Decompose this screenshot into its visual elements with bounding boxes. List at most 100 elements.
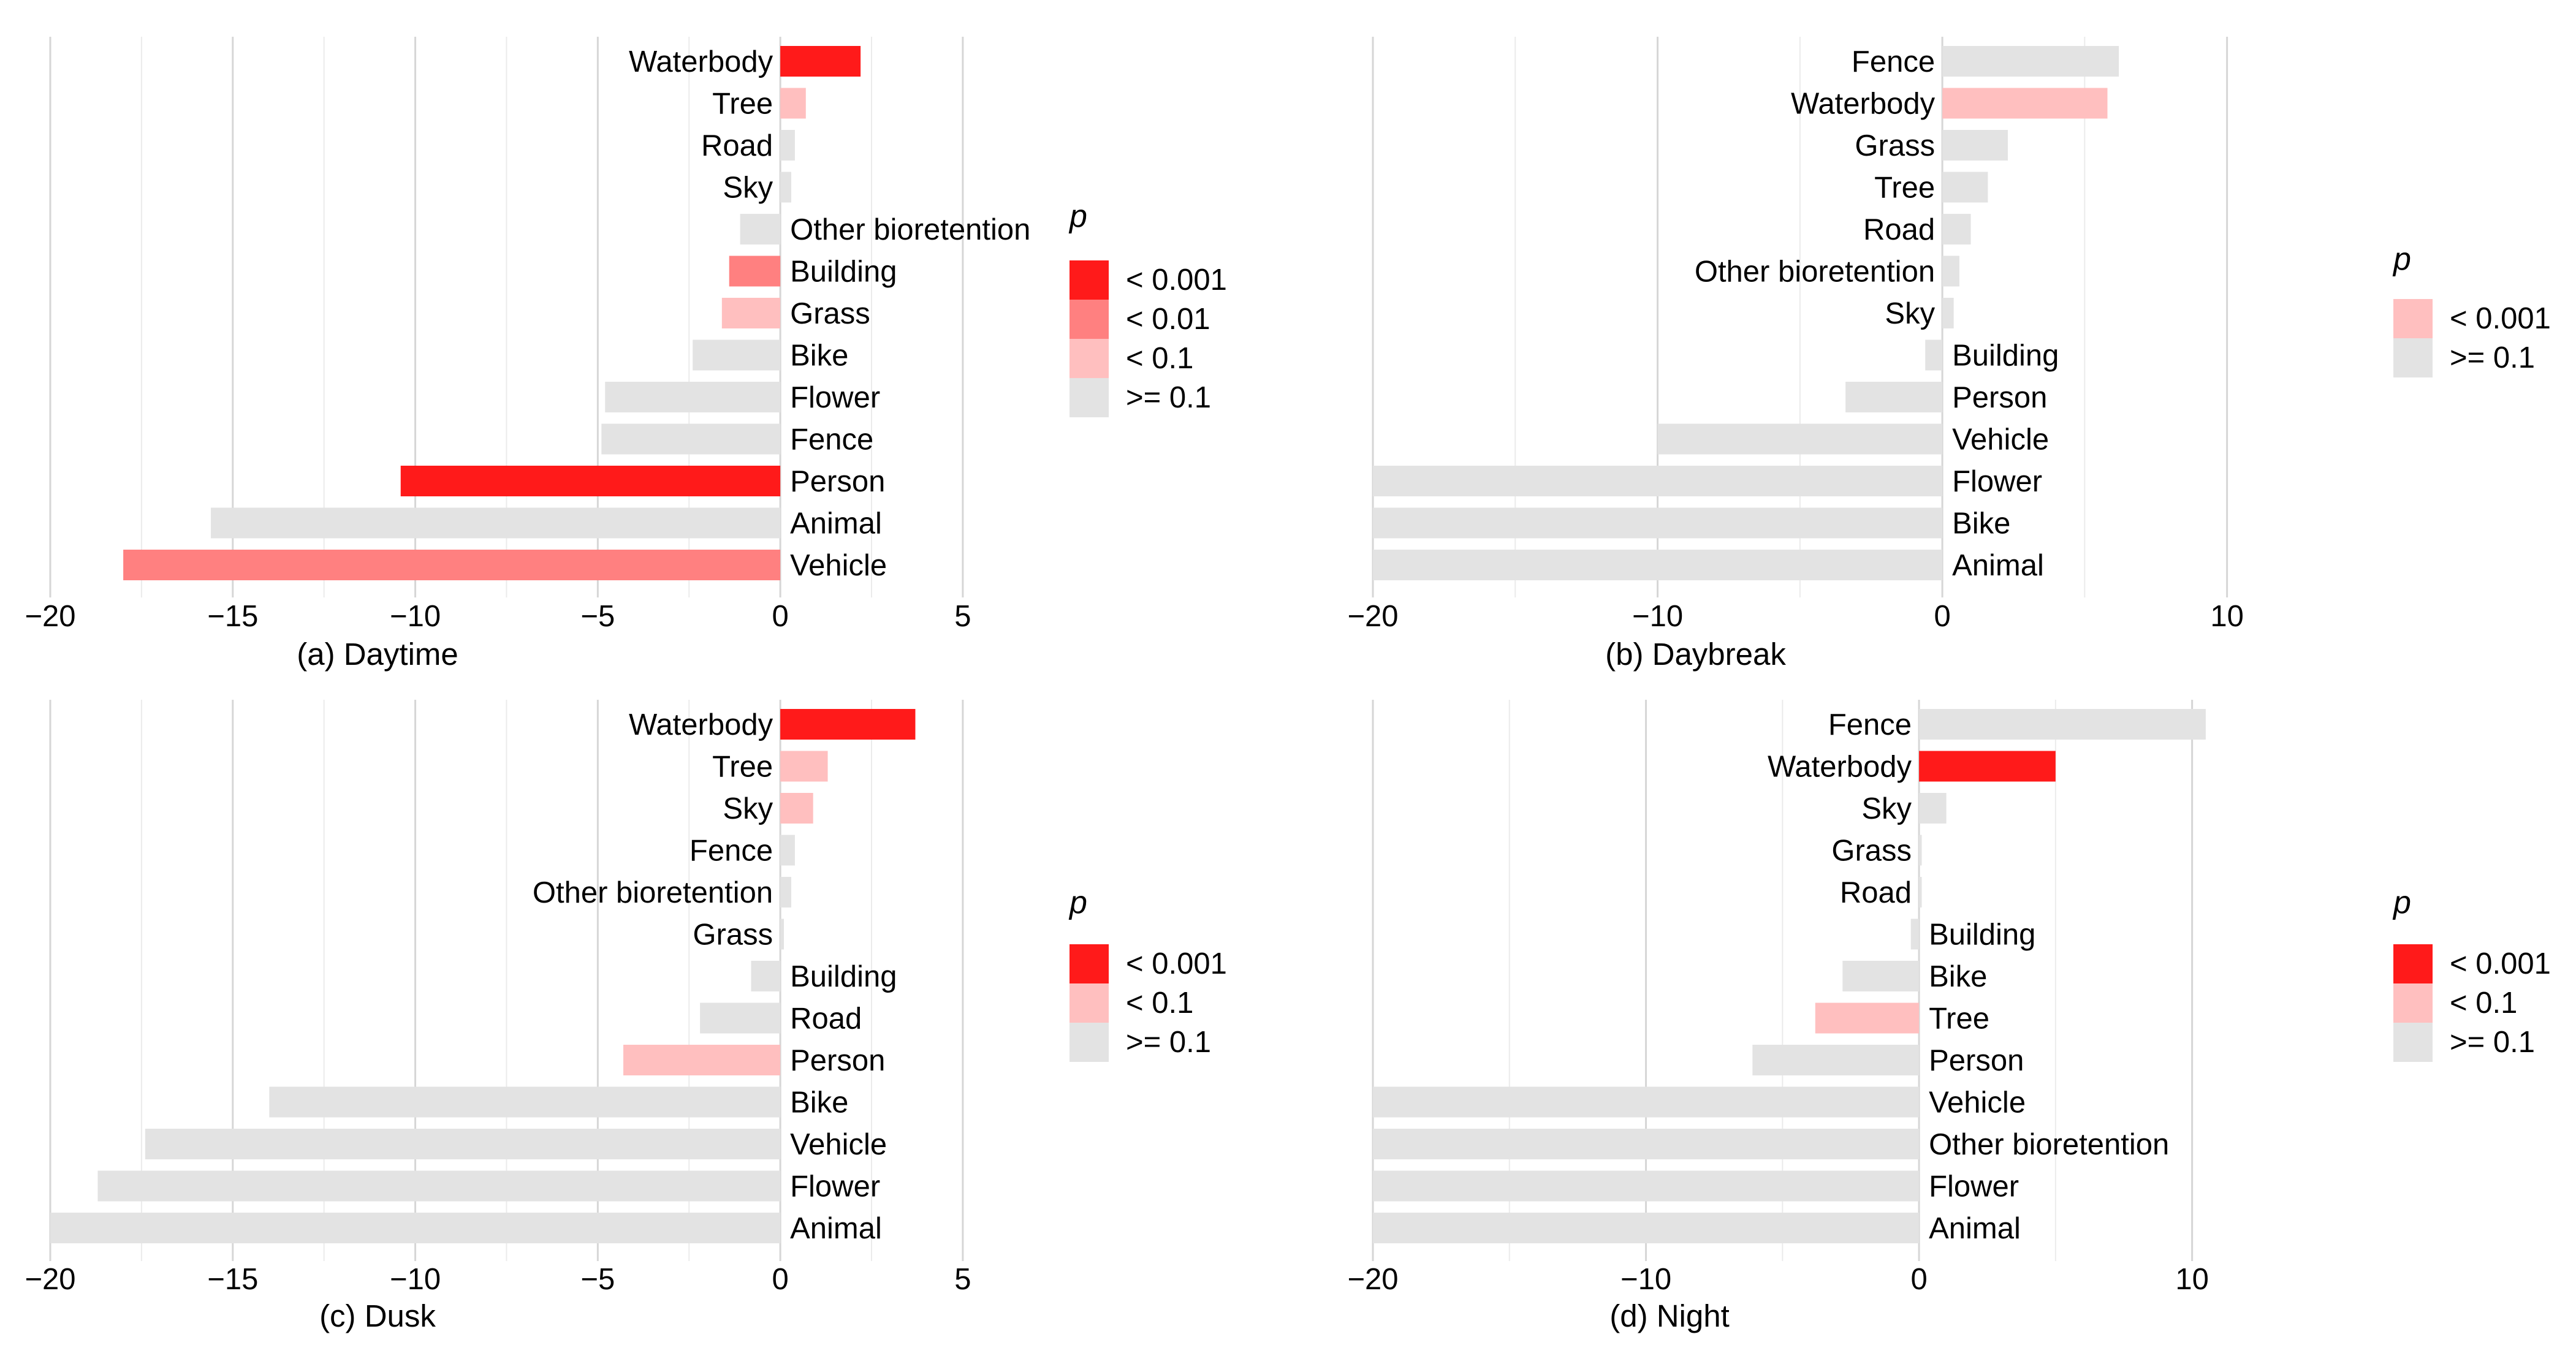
category-label: Building	[1952, 339, 2059, 373]
category-label: Grass	[693, 919, 773, 952]
bar-other-bioretention	[1942, 256, 1959, 287]
x-tick-label: −15	[207, 1263, 258, 1296]
bar-fence	[1919, 709, 2206, 740]
bar-tree	[1815, 1002, 1920, 1034]
legend-label: < 0.001	[1126, 947, 1227, 980]
category-label: Fence	[690, 835, 773, 868]
bar-flower	[97, 1170, 781, 1202]
category-label: Animal	[1929, 1212, 2021, 1245]
bar-fence	[601, 423, 781, 455]
legend-title: p	[1068, 885, 1087, 920]
bar-road	[1942, 214, 1971, 244]
legend-label: >= 0.1	[2450, 341, 2535, 374]
legend-label: >= 0.1	[1126, 1026, 1211, 1059]
bar-fence	[1942, 46, 2119, 77]
category-label: Building	[1929, 919, 2035, 952]
bar-animal	[1373, 1213, 1920, 1243]
category-label: Waterbody	[629, 45, 773, 78]
category-label: Fence	[1852, 45, 1935, 78]
bar-building	[751, 961, 781, 991]
legend-swatch	[1070, 300, 1109, 339]
legend-label: < 0.1	[2450, 987, 2517, 1020]
bar-bike	[269, 1086, 781, 1118]
bar-person	[623, 1045, 781, 1075]
legend-label: < 0.01	[1126, 303, 1210, 336]
category-label: Other bioretention	[533, 876, 773, 909]
category-label: Sky	[1861, 792, 1912, 825]
bar-animal	[211, 507, 781, 539]
legend-title: p	[2392, 241, 2411, 277]
category-label: Fence	[790, 423, 873, 457]
category-label: Sky	[723, 172, 773, 205]
category-label: Person	[790, 465, 885, 498]
x-tick-label: 10	[2175, 1263, 2209, 1296]
category-label: Tree	[1874, 172, 1935, 205]
category-label: Bike	[790, 339, 848, 373]
category-label: Waterbody	[1791, 88, 1936, 121]
bar-building	[729, 256, 781, 287]
category-label: Grass	[1831, 835, 1912, 868]
legend-swatch	[2393, 944, 2433, 983]
legend-title: p	[1068, 199, 1087, 234]
legend-label: < 0.001	[1126, 263, 1227, 297]
bar-sky	[1942, 298, 1954, 328]
category-label: Sky	[723, 792, 773, 825]
bar-waterbody	[1919, 751, 2056, 782]
bar-animal	[50, 1213, 781, 1243]
x-tick-label: −15	[207, 600, 258, 633]
category-label: Animal	[790, 1212, 882, 1245]
legend-label: >= 0.1	[1126, 381, 1211, 414]
bar-sky	[780, 172, 791, 203]
bar-bike	[693, 339, 781, 371]
bar-flower	[1373, 466, 1943, 496]
panel-title: (a) Daytime	[297, 637, 458, 672]
bar-animal	[1373, 550, 1943, 580]
legend-label: < 0.001	[2450, 302, 2551, 335]
category-label: Other bioretention	[1929, 1128, 2169, 1161]
panel-night: Fence Waterbody Sky Grass Road Building Bike Tr…	[1347, 700, 2551, 1333]
legend-swatch	[1070, 339, 1109, 378]
bar-vehicle	[1373, 1086, 1920, 1118]
bar-building	[1910, 919, 1920, 950]
legend-label: < 0.001	[2450, 947, 2551, 980]
category-label: Road	[1863, 213, 1935, 246]
bar-vehicle	[145, 1129, 781, 1159]
legend-swatch	[2393, 1023, 2433, 1062]
x-tick-label: 0	[772, 600, 788, 633]
bar-grass	[721, 298, 781, 328]
category-label: Vehicle	[1929, 1086, 2026, 1120]
bar-fence	[780, 835, 795, 866]
bar-grass	[1942, 130, 2008, 161]
bar-vehicle	[123, 550, 781, 580]
x-tick-label: 10	[2210, 600, 2244, 633]
bar-other-bioretention	[780, 877, 791, 907]
panel-daybreak: Fence Waterbody Grass Tree Road Other biorete…	[1347, 37, 2551, 672]
bar-other-bioretention	[1373, 1129, 1920, 1159]
panel-title: (d) Night	[1609, 1298, 1730, 1333]
bar-grass	[780, 919, 785, 950]
x-tick-label: −5	[580, 1263, 615, 1296]
category-label: Person	[1929, 1044, 2024, 1077]
x-tick-label: −20	[25, 600, 75, 633]
category-label: Person	[790, 1044, 885, 1077]
bar-person	[1752, 1045, 1920, 1075]
category-label: Grass	[1855, 129, 1935, 162]
bar-bike	[1373, 507, 1943, 539]
panel-title: (c) Dusk	[319, 1298, 436, 1333]
x-tick-label: 5	[954, 600, 971, 633]
category-label: Tree	[1929, 1002, 1989, 1036]
legend-label: < 0.1	[1126, 342, 1193, 375]
x-tick-label: 5	[954, 1263, 971, 1296]
category-label: Vehicle	[790, 549, 887, 582]
category-label: Other bioretention	[790, 213, 1030, 246]
legend-label: >= 0.1	[2450, 1026, 2535, 1059]
x-tick-label: −10	[390, 600, 441, 633]
bar-sky	[1919, 793, 1947, 824]
bar-tree	[780, 751, 828, 782]
category-label: Bike	[1952, 507, 2010, 540]
category-label: Tree	[712, 751, 773, 784]
category-label: Other bioretention	[1695, 256, 1935, 289]
x-tick-label: 0	[772, 1263, 788, 1296]
x-tick-label: −10	[390, 1263, 441, 1296]
